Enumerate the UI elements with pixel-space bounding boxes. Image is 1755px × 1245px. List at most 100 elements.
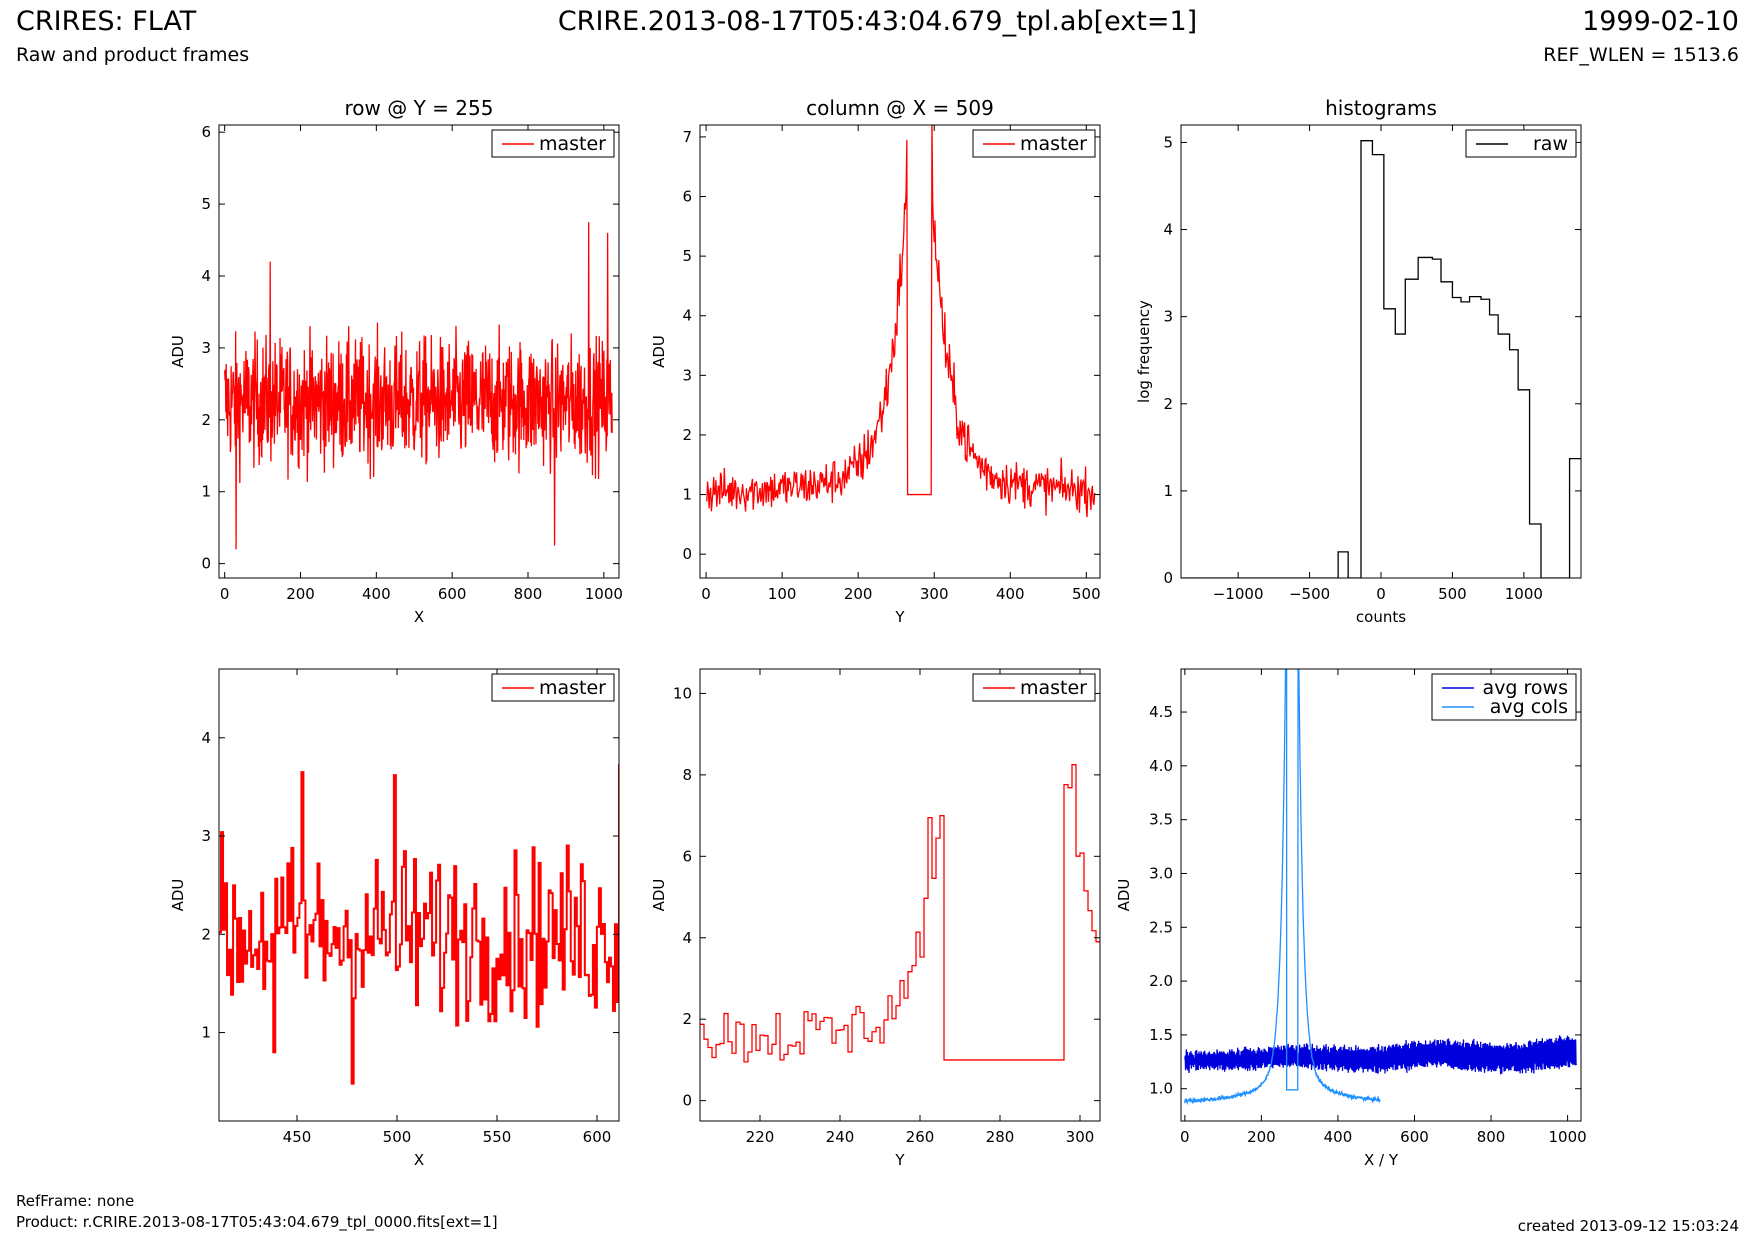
chart-panel-6: 0 200 400 600 800 1000 1.0 1.5 2.0 2.5 3.0 3.5 4.0 4.…: [1115, 668, 1587, 1169]
y-tick-label: 4: [201, 729, 211, 747]
y-tick-label: 3.5: [1149, 811, 1173, 829]
x-tick-label: 1000: [1549, 1128, 1587, 1146]
x-tick-label: 800: [1477, 1128, 1506, 1146]
y-axis-label: ADU: [650, 335, 668, 368]
y-tick-label: 0: [201, 555, 211, 573]
x-tick-label: 0: [1180, 1128, 1190, 1146]
x-tick-label: 200: [286, 585, 315, 603]
y-axis-label: log frequency: [1135, 300, 1153, 403]
figure-subtitle: Raw and product frames: [16, 44, 250, 66]
series-avg-cols-line: [1184, 669, 1381, 1106]
legend-label: master: [1020, 133, 1087, 155]
legend: master: [972, 129, 1096, 158]
legend: master: [972, 673, 1096, 702]
plot-data: [700, 764, 1100, 1063]
x-tick-label: 0: [220, 585, 230, 603]
x-tick-label: 1000: [1505, 585, 1543, 603]
y-tick-label: 3: [201, 827, 211, 845]
x-axis-label: X / Y: [1364, 1151, 1399, 1169]
x-tick-label: 800: [514, 585, 543, 603]
x-tick-label: 500: [383, 1128, 412, 1146]
x-tick-label: 450: [283, 1128, 312, 1146]
chart-panel-3: −1000 −500 0 500 1000 0 1 2 3 4 5 histograms counts l…: [1135, 96, 1582, 626]
refframe-note: RefFrame: none: [16, 1192, 135, 1210]
chart-title: row @ Y = 255: [345, 96, 494, 120]
plot-frame: [218, 124, 620, 579]
legend: master: [491, 129, 615, 158]
x-tick-label: 220: [746, 1128, 775, 1146]
legend: master: [491, 673, 615, 702]
x-tick-label: 500: [1438, 585, 1467, 603]
x-tick-label: 400: [1324, 1128, 1353, 1146]
y-tick-label: 2: [201, 925, 211, 943]
chart-panel-2: 0 100 200 300 400 500 0 1 2 3 4 5 6 7 column @ X = 509…: [650, 96, 1101, 626]
y-tick-label: 4.0: [1149, 757, 1173, 775]
y-tick-label: 1.0: [1149, 1080, 1173, 1098]
figure-title: CRIRES: FLAT: [16, 6, 197, 37]
series-master-line: [700, 764, 1100, 1063]
y-tick-label: 6: [682, 188, 692, 206]
plot-data: [1181, 140, 1581, 578]
y-tick-label: 2: [1163, 395, 1173, 413]
legend: raw: [1465, 129, 1577, 158]
legend-label: avg rows: [1483, 677, 1568, 699]
y-tick-label: 6: [682, 847, 692, 865]
series-avg-rows-line: [1184, 1035, 1578, 1075]
x-axis-label: X: [414, 1151, 424, 1169]
plot-data: [1184, 669, 1578, 1106]
y-tick-label: 1: [1163, 482, 1173, 500]
plot-frame: [218, 668, 620, 1122]
x-axis-label: counts: [1356, 608, 1406, 626]
x-tick-label: 260: [906, 1128, 935, 1146]
chart-panel-5: 220 240 260 280 300 0 2 4 6 8 10 Y ADU master: [650, 668, 1101, 1169]
y-tick-label: 7: [682, 128, 692, 146]
series-master-line: [224, 222, 613, 550]
chart-title: column @ X = 509: [806, 96, 994, 120]
x-tick-label: 600: [438, 585, 467, 603]
y-tick-label: 2.0: [1149, 972, 1173, 990]
legend-label: master: [1020, 677, 1087, 699]
y-tick-label: 3: [201, 339, 211, 357]
x-tick-label: 0: [701, 585, 711, 603]
y-tick-label: 0: [682, 1092, 692, 1110]
plot-data: [705, 125, 1096, 518]
y-tick-label: 4.5: [1149, 703, 1173, 721]
y-axis-label: ADU: [169, 335, 187, 368]
y-tick-label: 2: [682, 426, 692, 444]
x-tick-label: 400: [996, 585, 1025, 603]
x-tick-label: 200: [1247, 1128, 1276, 1146]
x-tick-label: 300: [1066, 1128, 1095, 1146]
y-tick-label: 2: [201, 411, 211, 429]
y-tick-label: 5: [682, 247, 692, 265]
y-tick-label: 4: [682, 307, 692, 325]
file-name: CRIRE.2013-08-17T05:43:04.679_tpl.ab[ext…: [557, 6, 1198, 37]
y-tick-label: 0: [1163, 569, 1173, 587]
x-tick-label: 100: [768, 585, 797, 603]
plot-data: [224, 222, 613, 550]
product-note: Product: r.CRIRE.2013-08-17T05:43:04.679…: [16, 1213, 498, 1231]
created-note: created 2013-09-12 15:03:24: [1517, 1217, 1739, 1235]
x-tick-label: 280: [986, 1128, 1015, 1146]
chart-panel-4: 450 500 550 600 1 2 3 4 X ADU master: [169, 668, 620, 1169]
y-tick-label: 6: [201, 123, 211, 141]
y-tick-label: 4: [201, 267, 211, 285]
chart-title: histograms: [1325, 96, 1437, 120]
x-tick-label: 240: [826, 1128, 855, 1146]
x-axis-label: X: [414, 608, 424, 626]
legend-label: master: [539, 677, 606, 699]
x-tick-label: 600: [1400, 1128, 1429, 1146]
y-tick-label: 1: [201, 483, 211, 501]
y-axis-label: ADU: [1115, 879, 1133, 912]
plot-frame: [699, 668, 1101, 1122]
x-tick-label: −500: [1289, 585, 1330, 603]
y-tick-label: 10: [673, 684, 692, 702]
y-tick-label: 1: [682, 486, 692, 504]
header-date: 1999-02-10: [1582, 6, 1739, 37]
y-tick-label: 2.5: [1149, 918, 1173, 936]
y-tick-label: 0: [682, 545, 692, 563]
y-tick-label: 4: [682, 929, 692, 947]
y-axis-label: ADU: [169, 879, 187, 912]
x-tick-label: 550: [483, 1128, 512, 1146]
